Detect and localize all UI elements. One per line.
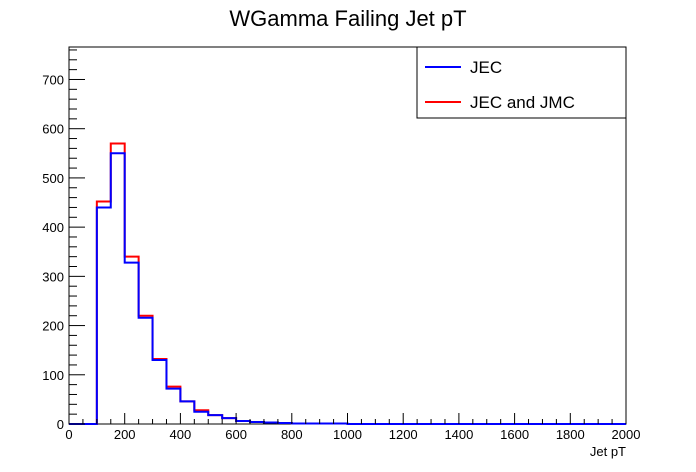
legend-label: JEC — [470, 58, 502, 77]
x-tick-label: 200 — [114, 427, 136, 442]
y-tick-label: 200 — [42, 319, 64, 334]
chart-title: WGamma Failing Jet pT — [229, 6, 466, 31]
y-tick-label: 500 — [42, 171, 64, 186]
x-tick-label: 1200 — [389, 427, 418, 442]
x-tick-label: 400 — [170, 427, 192, 442]
series-layer — [69, 142, 626, 425]
legend-label: JEC and JMC — [470, 93, 575, 112]
x-tick-label: 800 — [281, 427, 303, 442]
legend-box — [416, 46, 627, 119]
x-tick-label: 600 — [225, 427, 247, 442]
y-tick-label: 300 — [42, 269, 64, 284]
series-line-jec — [69, 152, 626, 425]
y-tick-label: 100 — [42, 368, 64, 383]
series-line-jec-and-jmc — [69, 142, 626, 425]
y-axis: 0 100 200 300 400 500 600 700 — [42, 49, 85, 432]
x-tick-label: 1000 — [333, 427, 362, 442]
y-tick-label: 0 — [57, 417, 64, 432]
y-tick-label: 600 — [42, 122, 64, 137]
legend: JEC JEC and JMC — [416, 46, 627, 119]
y-tick-label: 400 — [42, 220, 64, 235]
y-tick-label: 700 — [42, 72, 64, 87]
x-tick-label: 1600 — [500, 427, 529, 442]
x-tick-label: 2000 — [612, 427, 641, 442]
x-tick-label: 1800 — [556, 427, 585, 442]
x-tick-label: 1400 — [444, 427, 473, 442]
x-tick-label: 0 — [65, 427, 72, 442]
x-axis-label: Jet pT — [590, 444, 626, 459]
x-axis: 0 200 400 600 800 1000 1200 1400 1600 1800 2000 — [65, 413, 640, 442]
